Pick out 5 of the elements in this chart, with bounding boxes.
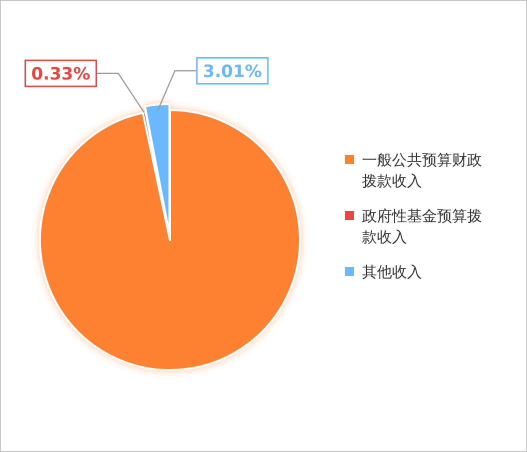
legend-label: 其他收入 [362,263,422,281]
legend-label: 政府性基金预算拨款收入 [362,207,482,246]
data-label: 0.33% [31,64,90,84]
data-label: 3.01% [202,62,262,82]
legend-label: 一般公共预算财政拨款收入 [362,151,482,190]
